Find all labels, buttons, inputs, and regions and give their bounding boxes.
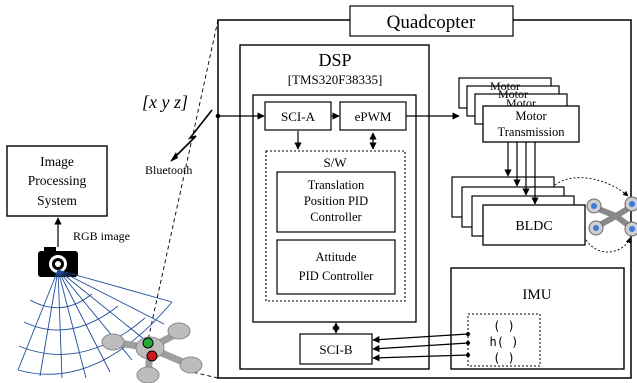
zoom-line-bottom bbox=[191, 371, 219, 379]
imu-signal-1: ( ) bbox=[493, 319, 515, 333]
drone-illustration bbox=[101, 322, 203, 383]
drone-led-red bbox=[146, 350, 158, 362]
attitude-controller-line-2: PID Controller bbox=[299, 269, 374, 283]
xyz-label: [x y z] bbox=[142, 92, 188, 112]
bldc-to-quad-arc-top bbox=[554, 177, 629, 197]
dsp-title: DSP bbox=[318, 50, 351, 70]
quadcopter-title-box bbox=[349, 5, 514, 37]
zoom-line-top bbox=[147, 19, 219, 341]
sci-b-box bbox=[299, 333, 373, 365]
dsp-core-box bbox=[252, 94, 417, 323]
image-processing-box bbox=[6, 145, 108, 217]
camera-field-of-view bbox=[17, 269, 173, 379]
motor-transmission-box bbox=[482, 105, 580, 143]
imu-signal-3: ( ) bbox=[493, 351, 515, 365]
sci-b-label: SCI-B bbox=[319, 342, 353, 357]
arrow-imu-sci-b-1 bbox=[372, 333, 469, 344]
camera-icon bbox=[38, 247, 78, 277]
image-processing-line-3: System bbox=[37, 193, 77, 208]
bldc-to-quad-arc-bottom bbox=[585, 237, 631, 253]
bluetooth-bolt-icon bbox=[171, 109, 213, 161]
dsp-model: [TMS320F38335] bbox=[288, 72, 383, 87]
quadcopter-top-icon bbox=[586, 196, 637, 237]
translation-controller-line-2: Position PID bbox=[304, 194, 368, 208]
bldc-box bbox=[482, 204, 586, 246]
arrow-imu-sci-b-2 bbox=[372, 342, 469, 353]
attitude-controller-box bbox=[276, 239, 396, 295]
arrow-imu-sci-b-3 bbox=[372, 354, 469, 362]
translation-controller-box bbox=[276, 171, 396, 233]
quadcopter-title: Quadcopter bbox=[387, 12, 476, 33]
epwm-label: ePWM bbox=[355, 109, 392, 124]
image-processing-line-1: Image bbox=[40, 154, 74, 169]
dsp-box bbox=[239, 44, 430, 370]
motor-transmission-line-2: Transmission bbox=[498, 125, 566, 139]
epwm-box bbox=[339, 101, 407, 131]
sci-a-box bbox=[264, 101, 332, 131]
motor-stack: Motor Motor Motor Motor Transmission bbox=[458, 77, 580, 143]
drone-led-green bbox=[142, 337, 154, 349]
software-label: S/W bbox=[323, 155, 347, 170]
imu-signal-box bbox=[467, 313, 541, 367]
rgb-image-label: RGB image bbox=[73, 229, 130, 243]
motor-label-back-1: Motor bbox=[490, 79, 520, 93]
imu-box bbox=[450, 267, 625, 370]
bluetooth-label: Bluetooth bbox=[145, 163, 192, 177]
sci-a-label: SCI-A bbox=[281, 109, 316, 124]
attitude-controller-line-1: Attitude bbox=[316, 250, 357, 264]
translation-controller-line-1: Translation bbox=[308, 178, 365, 192]
software-box bbox=[265, 150, 406, 302]
motor-label-back-2: Motor bbox=[498, 87, 528, 101]
image-processing-line-2: Processing bbox=[28, 173, 87, 188]
translation-controller-line-3: Controller bbox=[310, 210, 362, 224]
motor-transmission-line-1: Motor bbox=[515, 109, 547, 123]
bldc-label: BLDC bbox=[515, 219, 552, 234]
imu-signal-2: h( ) bbox=[490, 335, 519, 349]
imu-title: IMU bbox=[522, 287, 551, 303]
bldc-stack: BLDC bbox=[451, 176, 586, 246]
